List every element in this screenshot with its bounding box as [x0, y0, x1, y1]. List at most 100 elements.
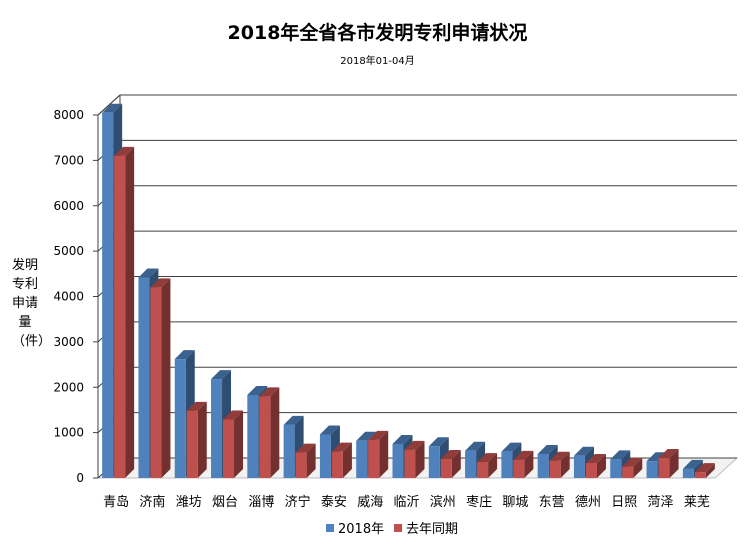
bar-side	[669, 449, 679, 478]
bar-top	[392, 434, 413, 444]
bar-front	[646, 461, 658, 478]
x-tick-label: 日照	[611, 495, 637, 510]
bar-last-year	[223, 410, 244, 478]
bar-front	[585, 463, 597, 478]
bars	[102, 103, 715, 478]
y-tick-label: 6000	[53, 199, 84, 213]
y-tick-label: 2000	[53, 380, 84, 394]
bar-top	[610, 450, 631, 460]
y-tick-label: 4000	[53, 290, 84, 304]
bar-front	[114, 155, 126, 478]
bar-top	[295, 443, 316, 453]
bar-top	[150, 278, 171, 288]
bar-front	[259, 396, 271, 478]
bar-side	[379, 430, 389, 478]
bar-top	[211, 370, 232, 380]
bar-top	[682, 459, 703, 469]
bar-last-year	[295, 443, 316, 478]
bar-front	[368, 439, 380, 478]
bar-top	[174, 350, 195, 360]
bar-front	[356, 440, 368, 478]
y-tick-label: 1000	[53, 426, 84, 440]
x-tick-label: 临沂	[393, 495, 419, 510]
x-tick-label: 莱芜	[684, 495, 710, 510]
bar-last-year	[331, 442, 352, 478]
y-tick-label: 8000	[53, 108, 84, 122]
bar-side	[415, 440, 425, 478]
bar-last-year	[694, 463, 715, 478]
bar-side	[633, 457, 643, 478]
bar-side	[270, 387, 280, 478]
bar-front	[174, 359, 186, 478]
bar-top	[658, 449, 679, 459]
gridline-side	[97, 94, 121, 116]
bar-last-year	[658, 449, 679, 478]
x-tick-label: 泰安	[321, 495, 347, 510]
legend-label: 2018年	[338, 522, 384, 537]
bar-front	[319, 434, 331, 478]
x-axis-labels: 青岛 济南 潍坊 烟台 淄博 济宁 泰安 威海 临沂 滨州 枣庄 聊城 东营 德州 日照 菏泽 莱芜	[103, 494, 710, 510]
bar-front	[610, 459, 622, 478]
x-tick-label: 淄博	[248, 495, 274, 510]
bar-side	[306, 443, 316, 478]
bar-last-year	[150, 278, 171, 478]
x-tick-label: 东营	[539, 495, 565, 510]
bar-side	[596, 454, 606, 478]
x-tick-label: 威海	[357, 495, 383, 510]
y-tick-label: 7000	[53, 153, 84, 167]
bar-top	[186, 401, 207, 411]
bar-top	[259, 387, 280, 397]
bar-front	[223, 419, 235, 478]
bar-top	[428, 437, 449, 447]
bar-side	[197, 401, 207, 478]
x-tick-label: 济宁	[285, 494, 311, 510]
bar-top	[356, 431, 377, 441]
bar-last-year	[259, 387, 280, 478]
bar-front	[102, 112, 114, 478]
chart-title: 2018年全省各市发明专利申请状况	[227, 22, 528, 44]
bar-top	[247, 385, 268, 395]
bar-top	[319, 425, 340, 435]
bar-top	[622, 457, 643, 467]
bar-top	[573, 446, 594, 456]
bar-top	[368, 430, 389, 440]
bar-front	[186, 410, 198, 478]
bar-front	[331, 451, 343, 478]
bar-front	[501, 451, 513, 478]
bar-front	[465, 450, 477, 478]
bar-top	[331, 442, 352, 452]
y-tick-label: 0	[76, 471, 84, 485]
bar-side	[524, 450, 534, 478]
legend-label: 去年同期	[406, 522, 458, 537]
x-tick-label: 枣庄	[466, 494, 492, 510]
bar-front	[658, 458, 670, 478]
bar-last-year	[513, 450, 534, 478]
legend-swatch	[394, 524, 402, 532]
bar-last-year	[404, 440, 425, 478]
bar-front	[211, 379, 223, 478]
bar-top	[513, 450, 534, 460]
x-tick-label: 聊城	[502, 495, 528, 510]
bar-front	[440, 458, 452, 478]
x-tick-label: 青岛	[103, 494, 129, 510]
bar-front	[295, 452, 307, 478]
bar-last-year	[622, 457, 643, 478]
bar-side	[125, 146, 135, 478]
bar-last-year	[585, 454, 606, 478]
chart-subtitle: 2018年01-04月	[340, 56, 415, 67]
bar-side	[705, 463, 715, 478]
bar-top	[501, 442, 522, 452]
bar-front	[622, 466, 634, 478]
bar-top	[138, 268, 159, 278]
bar-front	[573, 455, 585, 478]
y-tick-label: 3000	[53, 335, 84, 349]
bar-front	[428, 446, 440, 478]
bar-side	[161, 278, 171, 478]
bar-top	[694, 463, 715, 473]
bar-front	[477, 462, 489, 478]
bar-front	[549, 460, 561, 478]
bar-last-year	[114, 146, 135, 478]
legend-swatch	[326, 524, 334, 532]
y-tick-label: 5000	[53, 244, 84, 258]
bar-front	[392, 443, 404, 478]
